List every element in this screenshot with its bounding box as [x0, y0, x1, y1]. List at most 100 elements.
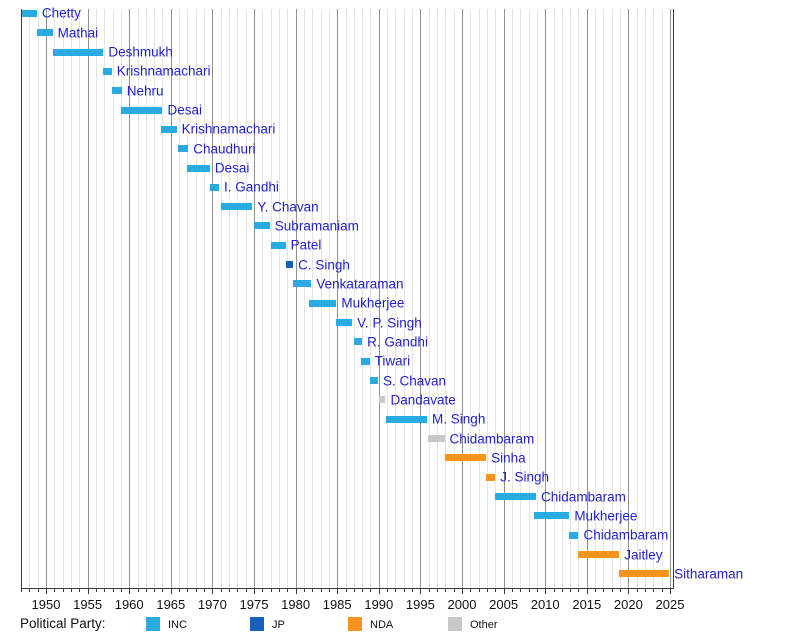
- axis-tick: [287, 589, 289, 592]
- axis-tick-label: 1995: [405, 597, 435, 612]
- minor-gridline: [353, 9, 355, 588]
- legend-swatch-inc: [146, 617, 160, 631]
- legend-label-inc: INC: [168, 619, 187, 631]
- major-gridline: [378, 9, 380, 588]
- axis-tick: [428, 589, 430, 592]
- minor-gridline: [511, 9, 513, 588]
- axis-tick: [262, 589, 264, 592]
- axis-tick: [303, 589, 305, 592]
- minor-gridline: [262, 9, 264, 588]
- minor-gridline: [328, 9, 330, 588]
- axis-tick: [254, 589, 255, 594]
- minor-gridline: [595, 9, 597, 588]
- axis-tick: [470, 589, 472, 592]
- minor-gridline: [486, 9, 488, 588]
- axis-tick: [104, 589, 106, 592]
- axis-tick: [636, 589, 638, 592]
- major-gridline: [462, 9, 463, 588]
- major-gridline: [46, 9, 47, 588]
- axis-tick-label: 2025: [655, 597, 685, 612]
- minister-label: Jaitley: [624, 547, 663, 563]
- axis-tick: [328, 589, 330, 592]
- minor-gridline: [104, 9, 106, 588]
- minor-gridline: [95, 9, 97, 588]
- minister-label: J. Singh: [500, 469, 550, 485]
- timeline-bar: [569, 531, 579, 539]
- axis-tick-label: 1955: [73, 597, 103, 612]
- axis-tick: [37, 589, 39, 592]
- axis-tick: [387, 589, 389, 592]
- minor-gridline: [37, 9, 39, 588]
- major-gridline: [545, 9, 547, 588]
- minor-gridline: [62, 9, 64, 588]
- minister-label: M. Singh: [432, 411, 486, 427]
- minor-gridline: [428, 9, 430, 588]
- axis-tick: [170, 589, 172, 594]
- major-gridline: [87, 9, 89, 588]
- minor-gridline: [79, 9, 81, 588]
- axis-tick: [295, 589, 297, 594]
- x-axis-line: [21, 588, 674, 589]
- minor-gridline: [437, 9, 439, 588]
- minor-gridline: [478, 9, 480, 588]
- minister-label: Patel: [290, 237, 322, 253]
- axis-tick: [412, 589, 414, 592]
- axis-tick: [212, 589, 214, 594]
- minister-label: Tiwari: [374, 353, 411, 369]
- axis-tick: [603, 589, 605, 592]
- minor-gridline: [553, 9, 555, 588]
- axis-tick: [145, 589, 147, 592]
- timeline-bar: [53, 48, 104, 56]
- axis-tick-label: 2005: [489, 597, 519, 612]
- minor-gridline: [54, 9, 56, 588]
- timeline-bar: [21, 9, 37, 17]
- axis-tick: [670, 589, 671, 594]
- minor-gridline: [70, 9, 72, 588]
- minor-gridline: [154, 9, 156, 588]
- axis-tick: [661, 589, 663, 592]
- axis-tick: [278, 589, 280, 592]
- axis-tick: [545, 589, 547, 594]
- timeline-bar: [36, 29, 53, 37]
- minor-gridline: [179, 9, 181, 588]
- minor-gridline: [645, 9, 647, 588]
- minister-label: Chidambaram: [541, 489, 626, 505]
- axis-tick: [54, 589, 56, 592]
- minister-label: Mathai: [57, 25, 99, 41]
- timeline-bar: [120, 106, 163, 114]
- minister-label: Chetty: [41, 5, 81, 21]
- axis-tick: [29, 589, 31, 592]
- minister-label: Sinha: [491, 450, 526, 466]
- minor-gridline: [237, 9, 239, 588]
- minor-gridline: [495, 9, 497, 588]
- timeline-bar: [160, 125, 177, 133]
- plot-left-border: [21, 9, 22, 588]
- minister-label: Chidambaram: [449, 431, 535, 447]
- axis-tick: [570, 589, 572, 592]
- minister-label: Chaudhuri: [193, 141, 256, 157]
- timeline-bar: [254, 222, 270, 230]
- major-gridline: [503, 9, 505, 588]
- timeline-bar: [370, 377, 378, 385]
- timeline-bar: [486, 473, 496, 481]
- minor-gridline: [570, 9, 572, 588]
- timeline-bar: [102, 67, 112, 75]
- minor-gridline: [320, 9, 322, 588]
- axis-tick: [70, 589, 72, 592]
- timeline-bar: [578, 551, 620, 559]
- legend-swatch-jp: [250, 617, 264, 631]
- timeline-bar: [220, 203, 253, 211]
- minor-gridline: [370, 9, 372, 588]
- minor-gridline: [312, 9, 314, 588]
- minor-gridline: [653, 9, 655, 588]
- axis-tick: [395, 589, 397, 592]
- minor-gridline: [112, 9, 114, 588]
- axis-tick: [270, 589, 272, 592]
- timeline-bar: [178, 145, 189, 153]
- minor-gridline: [636, 9, 638, 588]
- timeline-bar: [361, 357, 370, 365]
- axis-tick: [403, 589, 405, 592]
- axis-tick: [345, 589, 347, 592]
- minister-label: Nehru: [126, 83, 164, 99]
- minor-gridline: [287, 9, 289, 588]
